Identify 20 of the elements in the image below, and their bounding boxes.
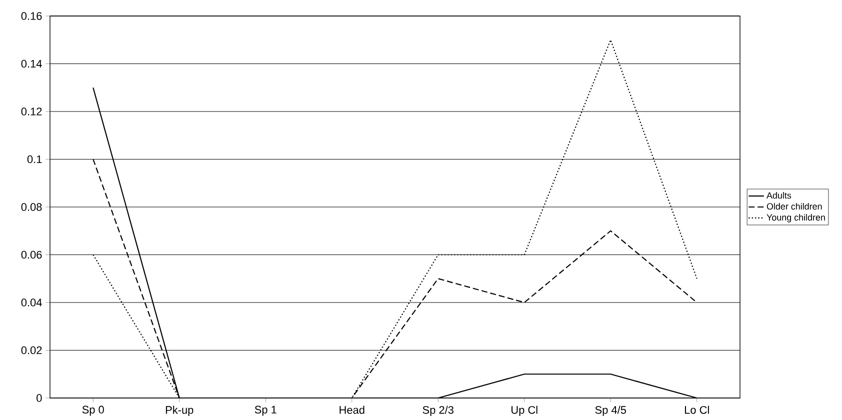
y-tick-label: 0.16 — [21, 12, 42, 20]
y-tick-label: 0.02 — [21, 346, 42, 354]
y-tick-label: 0.12 — [21, 108, 42, 116]
legend-label: Young children — [766, 214, 825, 222]
legend-label: Adults — [766, 192, 792, 199]
x-tick-label: Lo Cl — [684, 406, 709, 414]
x-tick-label: Up Cl — [512, 406, 538, 416]
y-tick-label: 0.1 — [27, 155, 42, 164]
y-tick-label: 0.04 — [21, 298, 42, 306]
legend-label: Older children — [766, 203, 822, 210]
y-tick-label: 0.06 — [21, 250, 42, 259]
x-tick-label: Head — [340, 406, 364, 414]
y-tick-label: 0 — [36, 394, 42, 402]
x-tick-label: Sp 1 — [254, 406, 276, 416]
y-tick-label: 0.08 — [21, 203, 42, 211]
x-tick-label: Sp 2/3 — [422, 406, 454, 416]
x-tick-label: Sp 0 — [82, 406, 104, 416]
x-tick-label: Pk-up — [166, 406, 194, 416]
y-tick-label: 0.14 — [21, 60, 42, 68]
x-tick-label: Sp 4/5 — [595, 406, 626, 416]
